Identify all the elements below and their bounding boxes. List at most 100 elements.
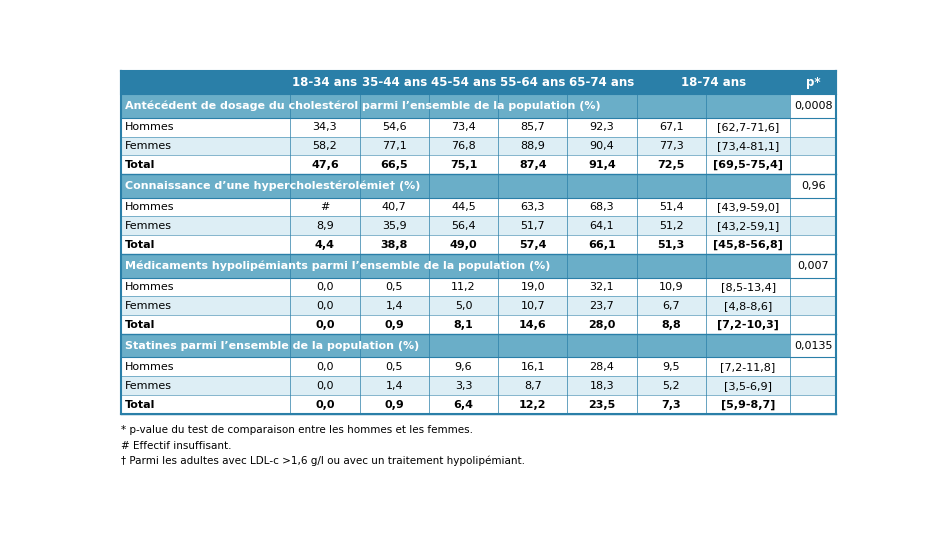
Bar: [429, 71, 498, 95]
Bar: [121, 197, 836, 216]
Text: 18,3: 18,3: [589, 381, 615, 391]
Bar: [637, 71, 790, 95]
Text: 51,4: 51,4: [658, 202, 684, 212]
Text: Femmes: Femmes: [125, 301, 172, 311]
Bar: [121, 358, 836, 376]
Text: 5,2: 5,2: [662, 381, 680, 391]
Text: Hommes: Hommes: [125, 122, 175, 132]
Text: Hommes: Hommes: [125, 282, 175, 292]
Text: 3,3: 3,3: [455, 381, 473, 391]
Text: 51,3: 51,3: [658, 240, 685, 250]
Text: 0,0135: 0,0135: [794, 341, 832, 351]
Text: 0,96: 0,96: [800, 181, 826, 191]
Text: 49,0: 49,0: [449, 240, 477, 250]
Bar: [121, 395, 836, 414]
Text: 23,5: 23,5: [588, 400, 616, 410]
Text: Femmes: Femmes: [125, 381, 172, 391]
Text: 56,4: 56,4: [451, 221, 475, 231]
Text: 65-74 ans: 65-74 ans: [570, 76, 634, 90]
Text: Connaissance d’une hypercholestérolémie† (%): Connaissance d’une hypercholestérolémie†…: [125, 181, 420, 191]
Text: 9,6: 9,6: [455, 362, 473, 372]
Text: 1,4: 1,4: [386, 381, 403, 391]
Text: p*: p*: [806, 76, 820, 90]
Text: 35-44 ans: 35-44 ans: [361, 76, 427, 90]
Bar: [790, 255, 836, 277]
Text: Total: Total: [125, 160, 156, 170]
Text: 57,4: 57,4: [519, 240, 546, 250]
Text: 40,7: 40,7: [382, 202, 406, 212]
Text: 19,0: 19,0: [520, 282, 545, 292]
Text: [73,4-81,1]: [73,4-81,1]: [717, 141, 779, 151]
Bar: [790, 95, 836, 117]
Text: 77,1: 77,1: [382, 141, 406, 151]
Text: 67,1: 67,1: [658, 122, 684, 132]
Bar: [121, 71, 290, 95]
Text: 0,0: 0,0: [317, 362, 333, 372]
Text: 28,4: 28,4: [589, 362, 615, 372]
Text: 54,6: 54,6: [382, 122, 406, 132]
Text: 58,2: 58,2: [313, 141, 337, 151]
Text: 8,7: 8,7: [524, 381, 542, 391]
Text: 88,9: 88,9: [520, 141, 545, 151]
Text: [7,2-11,8]: [7,2-11,8]: [720, 362, 776, 372]
Text: 51,7: 51,7: [520, 221, 545, 231]
Text: † Parmi les adultes avec LDL-c >1,6 g/l ou avec un traitement hypolipémiant.: † Parmi les adultes avec LDL-c >1,6 g/l …: [121, 456, 526, 466]
Bar: [121, 137, 836, 156]
Bar: [121, 216, 836, 235]
Text: [69,5-75,4]: [69,5-75,4]: [714, 160, 783, 170]
Text: 0,9: 0,9: [384, 320, 404, 330]
Text: 51,2: 51,2: [658, 221, 684, 231]
Text: [3,5-6,9]: [3,5-6,9]: [724, 381, 772, 391]
Text: 55-64 ans: 55-64 ans: [500, 76, 565, 90]
Bar: [121, 277, 836, 296]
Text: 90,4: 90,4: [589, 141, 615, 151]
Text: 87,4: 87,4: [519, 160, 546, 170]
Text: 12,2: 12,2: [519, 400, 546, 410]
Text: 77,3: 77,3: [658, 141, 684, 151]
Text: 0,0: 0,0: [315, 320, 334, 330]
Text: Hommes: Hommes: [125, 362, 175, 372]
Text: 0,9: 0,9: [384, 400, 404, 410]
Text: 28,0: 28,0: [588, 320, 616, 330]
Text: 11,2: 11,2: [451, 282, 475, 292]
Bar: [121, 235, 836, 255]
Text: 6,4: 6,4: [454, 400, 474, 410]
Bar: [121, 296, 836, 315]
Text: #: #: [320, 202, 330, 212]
Bar: [121, 376, 836, 395]
Bar: [121, 315, 836, 334]
Text: 34,3: 34,3: [313, 122, 337, 132]
Text: 75,1: 75,1: [450, 160, 477, 170]
Text: 8,8: 8,8: [661, 320, 681, 330]
Text: 92,3: 92,3: [589, 122, 615, 132]
Text: 23,7: 23,7: [589, 301, 615, 311]
Text: Antécédent de dosage du cholestérol parmi l’ensemble de la population (%): Antécédent de dosage du cholestérol parm…: [125, 101, 601, 111]
Text: 18-74 ans: 18-74 ans: [681, 76, 746, 90]
Text: 73,4: 73,4: [451, 122, 475, 132]
Text: 8,1: 8,1: [454, 320, 474, 330]
Text: Médicaments hypolipémiants parmi l’ensemble de la population (%): Médicaments hypolipémiants parmi l’ensem…: [125, 261, 551, 271]
Text: 10,9: 10,9: [658, 282, 684, 292]
Bar: [121, 117, 836, 137]
Text: * p-value du test de comparaison entre les hommes et les femmes.: * p-value du test de comparaison entre l…: [121, 425, 474, 435]
Text: 0,0: 0,0: [315, 400, 334, 410]
Text: 0,0: 0,0: [317, 301, 333, 311]
Text: 0,5: 0,5: [386, 282, 403, 292]
Bar: [790, 334, 836, 358]
Text: 66,5: 66,5: [380, 160, 408, 170]
Bar: [121, 156, 836, 175]
Bar: [121, 334, 790, 358]
Bar: [790, 175, 836, 197]
Text: 14,6: 14,6: [519, 320, 546, 330]
Text: 91,4: 91,4: [588, 160, 616, 170]
Text: 7,3: 7,3: [661, 400, 681, 410]
Text: 38,8: 38,8: [380, 240, 408, 250]
Text: [7,2-10,3]: [7,2-10,3]: [717, 320, 779, 330]
Bar: [121, 95, 790, 117]
Text: 64,1: 64,1: [589, 221, 615, 231]
Text: 4,4: 4,4: [315, 240, 335, 250]
Text: 76,8: 76,8: [451, 141, 475, 151]
Text: Total: Total: [125, 320, 156, 330]
Text: 44,5: 44,5: [451, 202, 475, 212]
Text: [43,2-59,1]: [43,2-59,1]: [717, 221, 779, 231]
